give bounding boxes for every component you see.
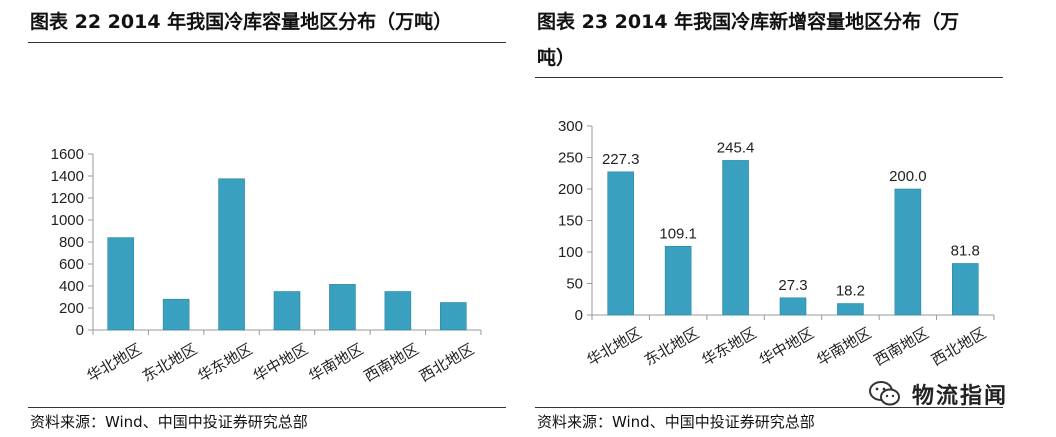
- y-tick-label: 50: [566, 276, 583, 293]
- wechat-icon: [869, 381, 900, 406]
- bar: [439, 302, 467, 331]
- y-tick-label: 300: [558, 118, 583, 135]
- y-tick-label: 150: [558, 213, 583, 230]
- x-category-label: 华南地区: [814, 325, 874, 370]
- x-category-label: 西北地区: [929, 325, 989, 370]
- bar: [162, 298, 190, 331]
- data-label: 81.8: [951, 242, 980, 259]
- chart-1: 02004006008001000120014001600华北地区东北地区华东地…: [51, 146, 482, 385]
- y-tick-label: 1400: [51, 168, 84, 185]
- x-category-label: 西南地区: [871, 325, 931, 370]
- y-tick-label: 0: [76, 322, 84, 339]
- bar: [329, 284, 356, 331]
- bar: [664, 245, 692, 316]
- chart-2: 0 50 100 150 200 250 300 227.3 华北地区 109.1 东北地区 245.…: [558, 118, 995, 370]
- y-tick-label: 0: [575, 307, 583, 324]
- watermark-text: 物流指闻: [912, 384, 1009, 409]
- chart-1-title-rule: [28, 42, 506, 43]
- data-label: 245.4: [717, 139, 755, 156]
- x-category-label: 东北地区: [642, 325, 702, 370]
- bar: [607, 171, 635, 316]
- bar: [722, 160, 749, 316]
- x-category-label: 华中地区: [757, 325, 817, 370]
- chart-2-title-continued: 吨）: [537, 47, 576, 69]
- chart-2-title-rule: [535, 77, 1003, 78]
- bar: [273, 291, 301, 331]
- x-category-label: 华北地区: [584, 325, 644, 370]
- y-tick-label: 250: [558, 150, 583, 167]
- y-tick-label: 400: [59, 278, 84, 295]
- chart-2-source: 资料来源：Wind、中国中投证券研究总部: [537, 413, 815, 431]
- data-label: 227.3: [602, 151, 640, 168]
- x-category-label: 华东地区: [699, 325, 759, 370]
- bar: [384, 291, 412, 331]
- watermark: 物流指闻: [868, 378, 1008, 410]
- chart-1-title: 图表 22 2014 年我国冷库容量地区分布（万吨）: [30, 11, 453, 33]
- bar: [107, 237, 135, 331]
- chart-2-title: 图表 23 2014 年我国冷库新增容量地区分布（万: [537, 11, 960, 33]
- chart-1-source: 资料来源：Wind、中国中投证券研究总部: [30, 413, 308, 431]
- y-tick-label: 1200: [51, 190, 84, 207]
- bar: [837, 303, 864, 316]
- y-tick-label: 800: [59, 234, 84, 251]
- y-tick-label: 1000: [51, 212, 84, 229]
- data-label: 18.2: [836, 283, 865, 300]
- y-tick-label: 200: [59, 300, 84, 317]
- bar: [894, 188, 922, 316]
- data-label: 109.1: [659, 225, 697, 242]
- chart-1-source-rule: [28, 407, 506, 408]
- data-label: 200.0: [889, 168, 927, 185]
- y-tick-label: 1600: [51, 146, 84, 163]
- data-label: 27.3: [778, 277, 807, 294]
- chart-2-source-rule: [535, 407, 1003, 408]
- bar: [779, 297, 807, 316]
- bar: [951, 263, 979, 316]
- y-tick-label: 200: [558, 181, 583, 198]
- y-tick-label: 600: [59, 256, 84, 273]
- bar: [218, 178, 245, 331]
- y-tick-label: 100: [558, 244, 583, 261]
